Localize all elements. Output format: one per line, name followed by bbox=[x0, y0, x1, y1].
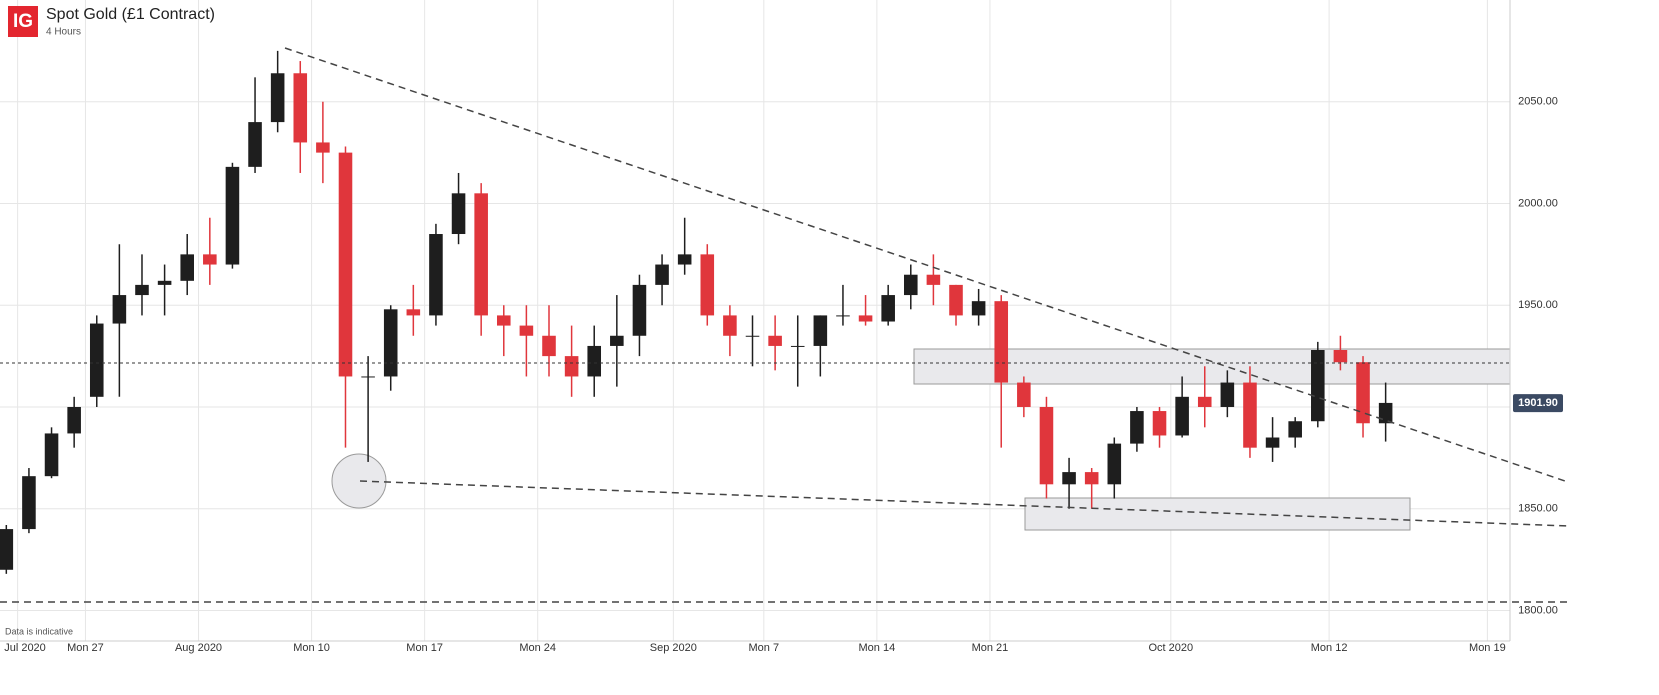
candle-body bbox=[406, 309, 421, 316]
annotations bbox=[331, 348, 1511, 531]
candle-body bbox=[316, 142, 330, 153]
candle-body bbox=[1220, 382, 1235, 407]
x-tick-label: Jul 2020 bbox=[4, 642, 46, 654]
y-tick-label: 2000.00 bbox=[1518, 197, 1558, 209]
x-tick-label: Mon 24 bbox=[519, 642, 556, 654]
candle-body bbox=[1265, 437, 1280, 448]
x-tick-label: Mon 21 bbox=[972, 642, 1009, 654]
chart-subtitle: 4 Hours bbox=[46, 27, 81, 38]
candle-body bbox=[745, 335, 760, 337]
candle-body bbox=[1378, 402, 1393, 424]
candle-body bbox=[542, 335, 556, 357]
candle-body bbox=[1039, 406, 1054, 485]
x-tick-label: Mon 17 bbox=[406, 642, 443, 654]
x-tick-label: Mon 10 bbox=[293, 642, 330, 654]
candle-body bbox=[1062, 472, 1076, 485]
candle-body bbox=[904, 274, 918, 296]
trendlines bbox=[0, 47, 1569, 603]
candle-body bbox=[587, 345, 602, 377]
trend-line bbox=[284, 47, 1569, 483]
candle-body bbox=[44, 433, 59, 477]
candle-body bbox=[1197, 396, 1212, 407]
candle-body bbox=[203, 254, 217, 265]
candle-body bbox=[89, 323, 104, 397]
candle-body bbox=[858, 315, 873, 322]
candle-body bbox=[496, 315, 511, 326]
candle-body bbox=[836, 315, 850, 317]
candle-body bbox=[112, 295, 127, 324]
candle-body bbox=[1107, 443, 1122, 485]
y-tick-label: 1850.00 bbox=[1518, 503, 1558, 515]
candle-body bbox=[429, 234, 443, 316]
logo-text: IG bbox=[13, 11, 33, 32]
x-tick-label: Mon 19 bbox=[1469, 642, 1506, 654]
candle-body bbox=[564, 356, 579, 377]
candle-body bbox=[1130, 411, 1144, 444]
candle-body bbox=[768, 335, 782, 346]
candle-body bbox=[994, 301, 1009, 383]
y-tick-label: 2050.00 bbox=[1518, 96, 1558, 108]
x-tick-label: Aug 2020 bbox=[175, 642, 222, 654]
candle-body bbox=[813, 315, 828, 346]
candle-body bbox=[1017, 382, 1031, 407]
candle-body bbox=[338, 152, 353, 377]
x-tick-label: Mon 14 bbox=[859, 642, 896, 654]
candles bbox=[0, 50, 1393, 574]
candle-body bbox=[1084, 472, 1099, 485]
candle-body bbox=[67, 406, 81, 434]
x-tick-label: Oct 2020 bbox=[1149, 642, 1194, 654]
candle-body bbox=[971, 301, 986, 316]
candle-body bbox=[926, 274, 941, 285]
candle-body bbox=[1333, 350, 1348, 363]
trend-line bbox=[359, 480, 1569, 527]
candle-body bbox=[1356, 362, 1370, 424]
candle-body bbox=[723, 315, 737, 336]
candle-body bbox=[1288, 421, 1302, 438]
candle-body bbox=[1243, 382, 1257, 448]
candle-body bbox=[1175, 396, 1189, 436]
candle-body bbox=[632, 284, 647, 336]
footnote: Data is indicative bbox=[5, 626, 73, 636]
x-tick-label: Mon 27 bbox=[67, 642, 104, 654]
candle-body bbox=[248, 122, 262, 167]
candle-body bbox=[790, 345, 805, 347]
candle-body bbox=[881, 295, 895, 322]
y-tick-label: 1950.00 bbox=[1518, 299, 1558, 311]
candle-body bbox=[135, 284, 149, 296]
candle-body bbox=[270, 73, 285, 123]
candle-body bbox=[383, 309, 398, 377]
candle-body bbox=[451, 193, 466, 235]
grid bbox=[0, 0, 1510, 641]
candle-body bbox=[700, 254, 715, 316]
candle-body bbox=[0, 529, 14, 570]
last-price-box bbox=[1513, 394, 1563, 413]
candle-body bbox=[157, 280, 172, 285]
candle-body bbox=[610, 335, 624, 346]
x-tick-label: Mon 12 bbox=[1311, 642, 1348, 654]
candle-body bbox=[1311, 350, 1325, 422]
candle-body bbox=[474, 193, 488, 316]
y-tick-label: 1800.00 bbox=[1518, 604, 1558, 616]
candle-body bbox=[293, 73, 308, 143]
x-tick-label: Sep 2020 bbox=[650, 642, 697, 654]
candle-body bbox=[677, 254, 692, 265]
candle-body bbox=[519, 325, 534, 336]
candle-body bbox=[180, 254, 194, 281]
resistance-zone bbox=[913, 348, 1511, 385]
logo bbox=[8, 6, 38, 37]
support-zone bbox=[1024, 497, 1411, 531]
candle-body bbox=[949, 284, 963, 316]
candle-body bbox=[655, 264, 669, 285]
last-price-label: 1901.90 bbox=[1518, 397, 1558, 409]
candle-body bbox=[225, 166, 240, 265]
chart-title: Spot Gold (£1 Contract) bbox=[46, 6, 215, 23]
candle-body bbox=[22, 476, 36, 530]
candle-body bbox=[361, 376, 375, 378]
x-tick-label: Mon 7 bbox=[749, 642, 780, 654]
candle-body bbox=[1152, 411, 1167, 436]
low-circle bbox=[331, 453, 387, 509]
